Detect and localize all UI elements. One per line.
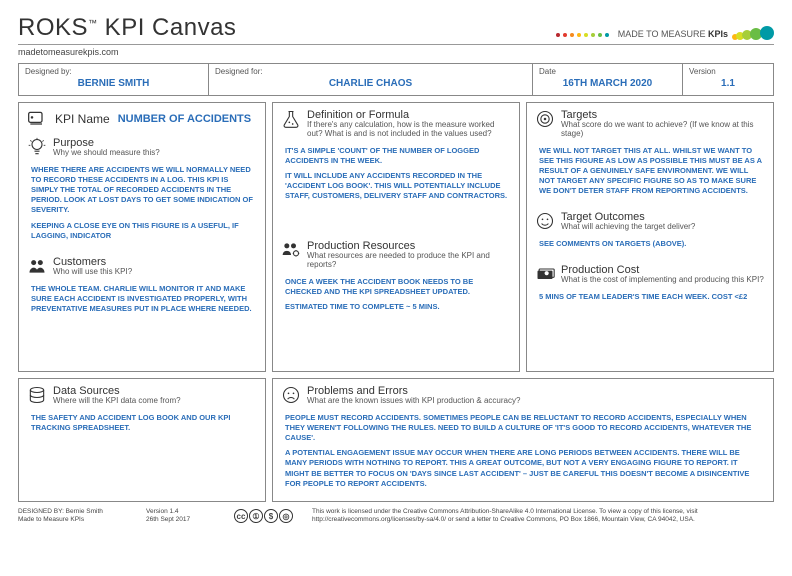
designed-by-label: Designed by: [25, 67, 202, 76]
footer-company: Made to Measure KPIs [18, 516, 128, 524]
target-icon [535, 109, 555, 129]
page-title: ROKS™ KPI Canvas [18, 14, 236, 42]
header: ROKS™ KPI Canvas MADE TO MEASURE KPIs [18, 14, 774, 45]
version-value: 1.1 [689, 76, 767, 89]
footer-version: Version 1.4 [146, 508, 216, 516]
designed-for-value: Charlie Chaos [215, 76, 526, 89]
datasources-sub: Where will the KPI data come from? [53, 397, 181, 406]
panel-datasources: Data SourcesWhere will the KPI data come… [18, 378, 266, 502]
version-label: Version [689, 67, 767, 76]
panel-problems: Problems and ErrorsWhat are the known is… [272, 378, 774, 502]
people-icon [27, 256, 47, 276]
cost-body: 5 mins of team leader's time each week. … [535, 286, 765, 309]
meta-bar: Designed by: Bernie Smith Designed for: … [18, 63, 774, 96]
footer: DESIGNED BY: Bernie Smith Made to Measur… [18, 508, 774, 524]
smile-icon [535, 211, 555, 231]
tag-icon [27, 109, 47, 129]
targets-body: We will not target this at all. Whilst w… [535, 140, 765, 204]
resources-body: Once a week the accident book needs to b… [281, 271, 511, 319]
cc-icons: cc①$◎ [234, 509, 294, 523]
problems-sub: What are the known issues with KPI produ… [307, 397, 520, 406]
designed-by-value: Bernie Smith [25, 76, 202, 89]
sad-icon [281, 385, 301, 405]
purpose-sub: Why we should measure this? [53, 149, 160, 158]
outcomes-sub: What will achieving the target deliver? [561, 223, 695, 232]
customers-sub: Who will use this KPI? [53, 268, 132, 277]
gears-people-icon [281, 240, 301, 260]
datasources-body: The safety and accident log book and our… [27, 407, 257, 440]
kpi-name-value: Number of Accidents [118, 113, 251, 125]
date-value: 16th March 2020 [539, 76, 676, 89]
footer-license: This work is licensed under the Creative… [312, 508, 774, 524]
panel-left: KPI Name Number of Accidents PurposeWhy … [18, 102, 266, 372]
canvas-grid: KPI Name Number of Accidents PurposeWhy … [18, 102, 774, 502]
flask-icon [281, 109, 301, 129]
problems-body: People must record accidents. Sometimes … [281, 407, 765, 496]
resources-sub: What resources are needed to produce the… [307, 252, 511, 270]
targets-sub: What score do we want to achieve? (If we… [561, 121, 765, 139]
purpose-body: Where there are accidents we will normal… [27, 159, 257, 248]
definition-sub: If there's any calculation, how is the m… [307, 121, 511, 139]
subtitle-url: madetomeasurekpis.com [18, 47, 774, 57]
panel-middle: Definition or FormulaIf there's any calc… [272, 102, 520, 372]
lightbulb-icon [27, 137, 47, 157]
date-label: Date [539, 67, 676, 76]
designed-for-label: Designed for: [215, 67, 526, 76]
cost-sub: What is the cost of implementing and pro… [561, 276, 764, 285]
brand-logo: MADE TO MEASURE KPIs [556, 26, 774, 42]
kpi-name-label: KPI Name [55, 112, 110, 126]
money-icon [535, 264, 555, 284]
customers-body: The whole team. Charlie will monitor it … [27, 278, 257, 321]
database-icon [27, 385, 47, 405]
footer-designed-by: DESIGNED BY: Bernie Smith [18, 508, 128, 516]
definition-body: It's a simple 'count' of the number of l… [281, 140, 511, 209]
footer-date: 26th Sept 2017 [146, 516, 216, 524]
outcomes-body: See comments on targets (above). [535, 233, 765, 256]
panel-right: TargetsWhat score do we want to achieve?… [526, 102, 774, 372]
